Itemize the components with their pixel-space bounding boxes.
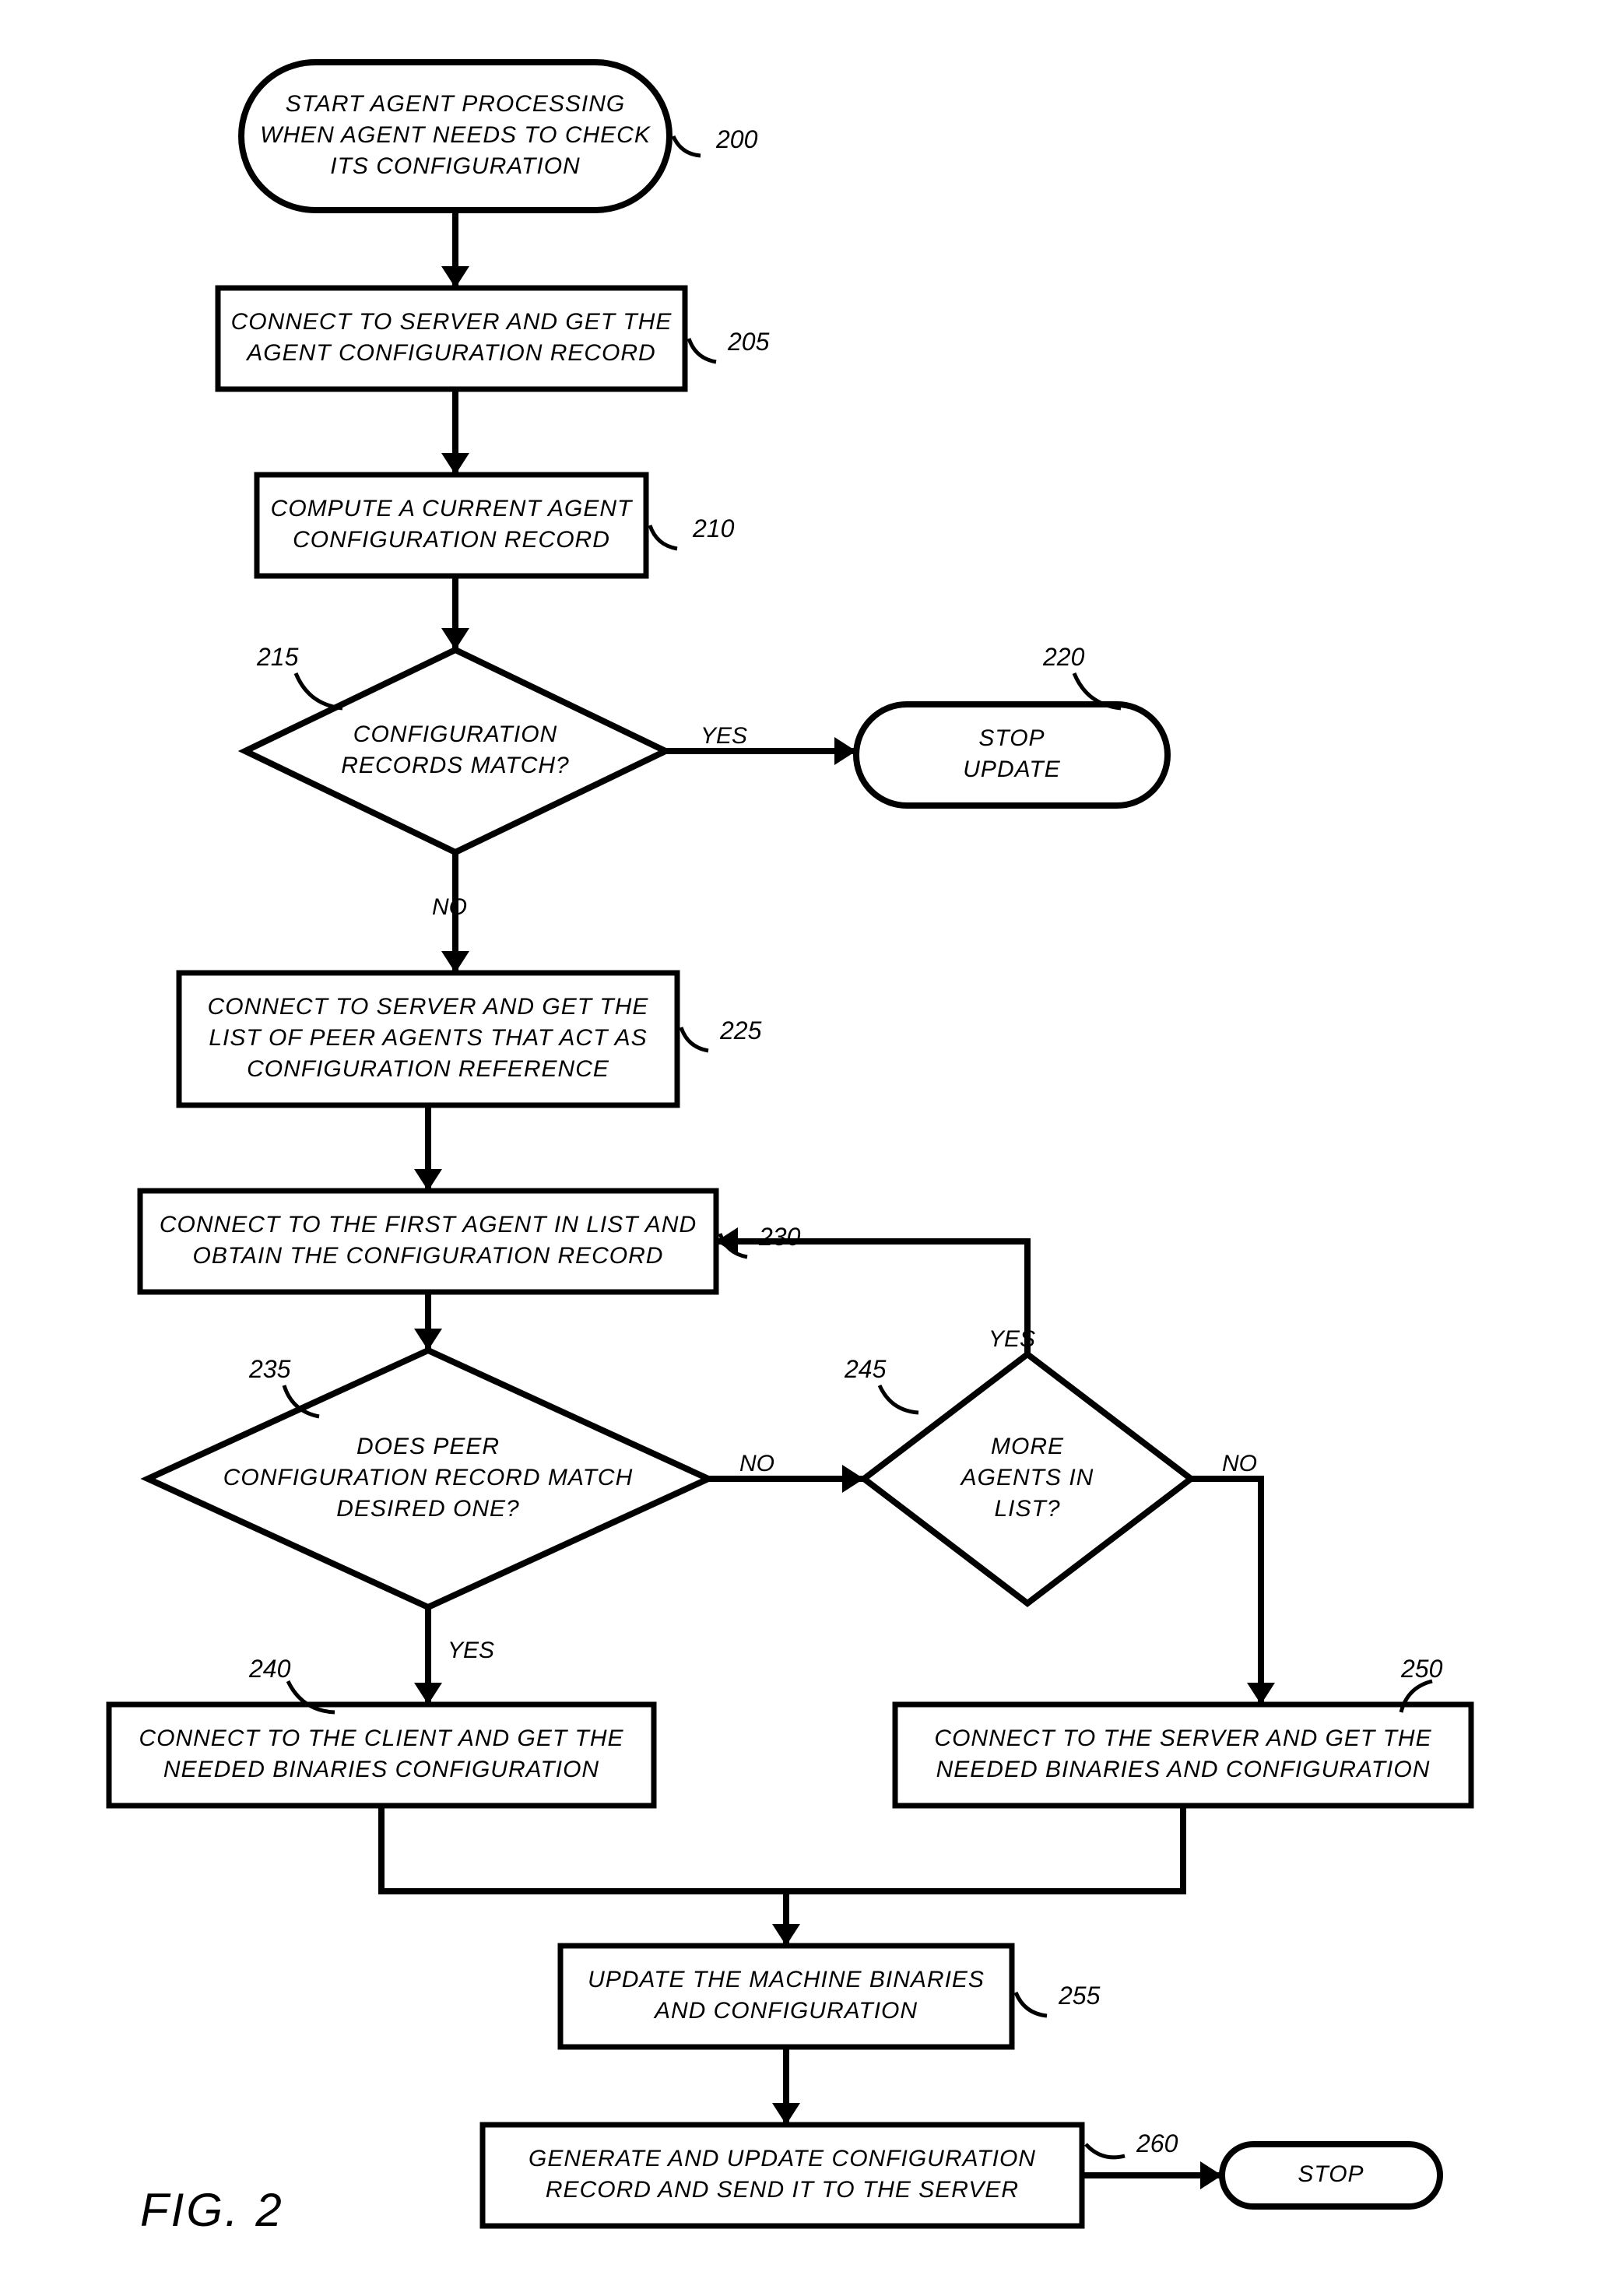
ref-label-225: 225 bbox=[719, 1016, 762, 1044]
node-text: DOES PEER bbox=[356, 1434, 500, 1459]
ref-label-255: 255 bbox=[1058, 1982, 1101, 2010]
node-text: STOP bbox=[978, 725, 1045, 751]
edge-label: YES bbox=[989, 1326, 1035, 1352]
edge-label: YES bbox=[701, 723, 747, 749]
ref-label-200: 200 bbox=[715, 125, 758, 153]
node-text: COMPUTE A CURRENT AGENT bbox=[271, 496, 634, 521]
node-text: CONFIGURATION RECORD MATCH bbox=[223, 1465, 634, 1490]
node-text: MORE bbox=[991, 1434, 1064, 1459]
node-text: AGENTS IN bbox=[960, 1465, 1094, 1490]
edge-label: NO bbox=[739, 1451, 774, 1476]
node-text: CONFIGURATION bbox=[353, 721, 557, 747]
ref-label-235: 235 bbox=[248, 1355, 291, 1383]
node-n255 bbox=[560, 1946, 1012, 2047]
ref-label-260: 260 bbox=[1136, 2129, 1178, 2157]
node-text: CONNECT TO SERVER AND GET THE bbox=[231, 309, 673, 335]
node-n240 bbox=[109, 1704, 654, 1806]
ref-label-210: 210 bbox=[692, 514, 735, 542]
node-text: ITS CONFIGURATION bbox=[330, 153, 580, 179]
node-text: OBTAIN THE CONFIGURATION RECORD bbox=[193, 1243, 664, 1269]
node-text: DESIRED ONE? bbox=[336, 1496, 519, 1522]
node-text: GENERATE AND UPDATE CONFIGURATION bbox=[529, 2146, 1036, 2171]
figure-label: FIG. 2 bbox=[140, 2184, 284, 2236]
node-text: NEEDED BINARIES CONFIGURATION bbox=[163, 1757, 599, 1782]
node-n210 bbox=[257, 475, 646, 576]
node-text: NEEDED BINARIES AND CONFIGURATION bbox=[936, 1757, 1431, 1782]
node-text: CONNECT TO SERVER AND GET THE bbox=[208, 994, 649, 1020]
flowchart: YES NO NO YES YES NO START AGENT PROCESSING WHE… bbox=[0, 0, 1619, 2296]
ref-label-215: 215 bbox=[256, 643, 299, 671]
node-text: LIST OF PEER AGENTS THAT ACT AS bbox=[209, 1025, 647, 1051]
node-text: CONNECT TO THE SERVER AND GET THE bbox=[934, 1726, 1431, 1751]
node-n230 bbox=[140, 1191, 716, 1292]
node-text: WHEN AGENT NEEDS TO CHECK bbox=[260, 122, 651, 148]
ref-label-245: 245 bbox=[844, 1355, 887, 1383]
node-text: UPDATE THE MACHINE BINARIES bbox=[588, 1967, 985, 1992]
node-text: START AGENT PROCESSING bbox=[286, 91, 626, 117]
node-text: CONFIGURATION REFERENCE bbox=[247, 1056, 609, 1082]
edge-label: NO bbox=[1222, 1451, 1257, 1476]
node-text: AGENT CONFIGURATION RECORD bbox=[245, 340, 655, 366]
node-text: CONFIGURATION RECORD bbox=[293, 527, 610, 553]
ref-label-205: 205 bbox=[727, 328, 770, 356]
node-text: STOP bbox=[1298, 2161, 1364, 2187]
node-n220 bbox=[856, 704, 1168, 806]
node-n250 bbox=[895, 1704, 1471, 1806]
node-text: CONNECT TO THE CLIENT AND GET THE bbox=[139, 1726, 623, 1751]
ref-label-240: 240 bbox=[248, 1655, 291, 1683]
edge-label: YES bbox=[448, 1638, 494, 1663]
node-text: AND CONFIGURATION bbox=[653, 1998, 918, 2024]
ref-label-250: 250 bbox=[1400, 1655, 1443, 1683]
node-text: RECORDS MATCH? bbox=[341, 753, 569, 778]
ref-label-230: 230 bbox=[758, 1223, 801, 1251]
ref-label-220: 220 bbox=[1042, 643, 1085, 671]
node-text: CONNECT TO THE FIRST AGENT IN LIST AND bbox=[160, 1212, 697, 1238]
node-n260 bbox=[483, 2125, 1082, 2226]
node-text: LIST? bbox=[994, 1496, 1060, 1522]
node-n205 bbox=[218, 288, 685, 389]
node-text: UPDATE bbox=[963, 757, 1060, 782]
edge-label: NO bbox=[432, 894, 467, 920]
node-text: RECORD AND SEND IT TO THE SERVER bbox=[546, 2177, 1019, 2203]
